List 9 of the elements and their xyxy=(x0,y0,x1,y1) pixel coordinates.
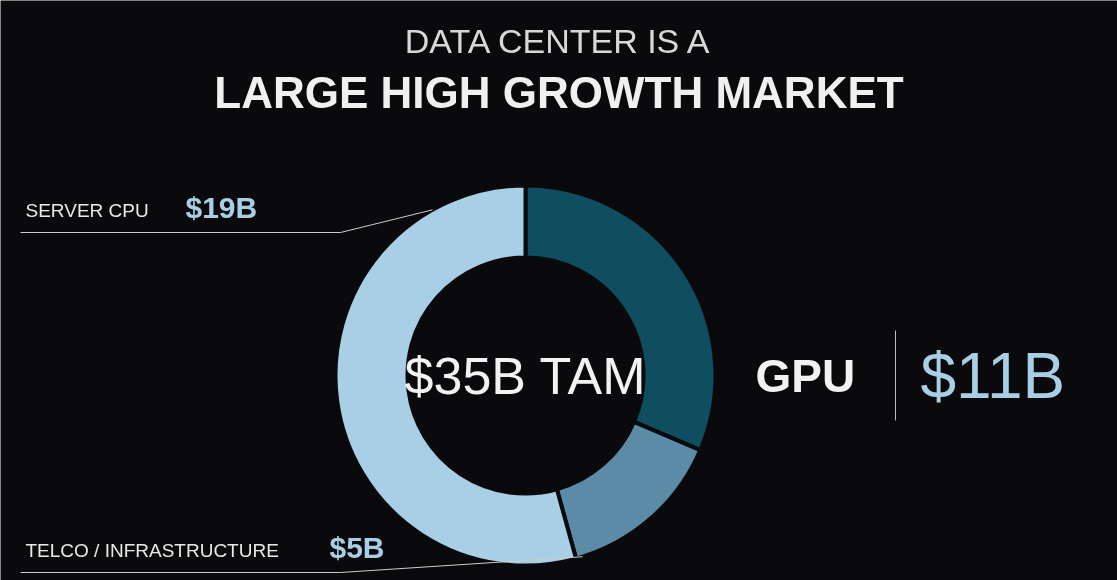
text: $35B TAM xyxy=(404,346,646,405)
chart-subtitle: LARGE HIGH GROWTH MARKET xyxy=(214,68,904,117)
chart-title: DATA CENTER IS A xyxy=(404,21,710,60)
slice-label: GPU xyxy=(755,349,856,402)
slice-label: TELCO / INFRASTRUCTURE xyxy=(25,540,279,561)
data-label: $5B xyxy=(329,531,385,564)
data-label: $11B xyxy=(920,339,1066,412)
slice-label: SERVER CPU xyxy=(25,200,149,221)
data-label: $19B xyxy=(185,191,258,224)
